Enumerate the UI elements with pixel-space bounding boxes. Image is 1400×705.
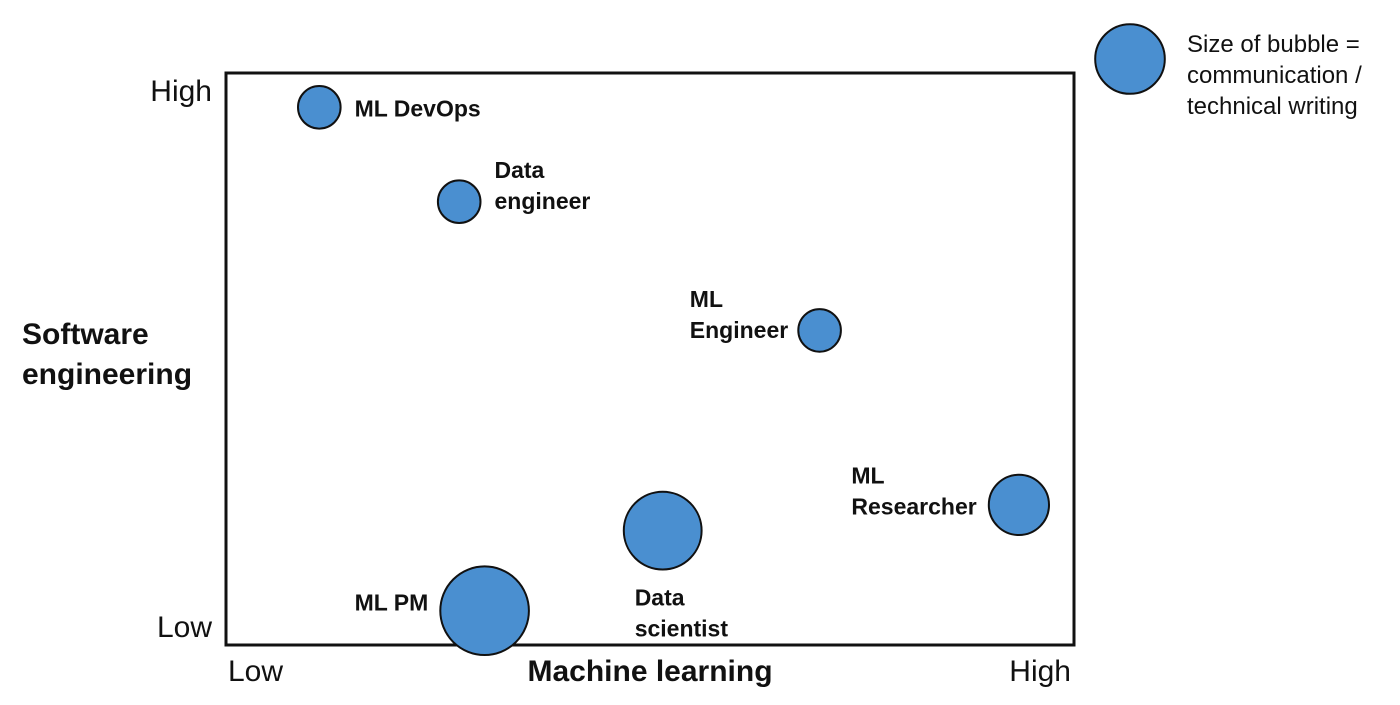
bubble-series: ML DevOps Data engineer ML Engineer ML Researc… xyxy=(297,85,1051,657)
bubble-ml-engineer xyxy=(797,308,842,353)
bubble-label-line: ML xyxy=(851,462,884,488)
bubble-ml-researcher xyxy=(987,473,1051,536)
bubble-label-data-scientist: Data scientist xyxy=(635,585,729,642)
x-axis-title: Machine learning xyxy=(527,655,772,688)
bubble-label-ml-devops: ML DevOps xyxy=(355,95,481,121)
bubble-data-engineer xyxy=(436,179,482,224)
bubble-label-line: ML DevOps xyxy=(355,95,481,121)
bubble-data-scientist xyxy=(622,490,703,571)
bubble-label-line: ML PM xyxy=(355,590,429,616)
bubble-ml-devops xyxy=(297,85,342,130)
bubble-ml-pm xyxy=(439,565,530,657)
y-tick-label-low: Low xyxy=(157,611,212,644)
legend-bubble xyxy=(1094,23,1166,95)
bubble-label-line: ML xyxy=(690,286,723,312)
legend-text-line-1: Size of bubble = xyxy=(1187,31,1360,58)
bubble-label-ml-researcher: ML Researcher xyxy=(851,462,976,519)
bubble-label-line: Engineer xyxy=(690,317,788,343)
y-axis-title-line-2: engineering xyxy=(22,358,192,391)
bubble-label-ml-pm: ML PM xyxy=(355,590,429,616)
legend-text-line-3: technical writing xyxy=(1187,93,1358,120)
legend-text-line-2: communication / xyxy=(1187,62,1362,89)
bubble-label-ml-engineer: ML Engineer xyxy=(690,286,788,343)
bubble-label-line: Data xyxy=(635,585,685,611)
y-tick-label-high: High xyxy=(150,75,212,108)
y-axis-title-line-1: Software xyxy=(22,318,149,351)
x-tick-label-high: High xyxy=(1009,655,1071,688)
legend-text: Size of bubble = communication / technic… xyxy=(1187,31,1368,120)
x-tick-label-low: Low xyxy=(228,655,283,688)
size-legend: Size of bubble = communication / technic… xyxy=(1094,23,1368,120)
bubble-label-data-engineer: Data engineer xyxy=(495,157,591,214)
bubble-label-line: Data xyxy=(495,157,545,183)
plot-frame xyxy=(224,71,1076,647)
bubble-label-line: Researcher xyxy=(851,493,976,519)
y-axis-title: Software engineering xyxy=(22,318,192,391)
bubble-label-line: engineer xyxy=(495,188,591,214)
bubble-label-line: scientist xyxy=(635,616,729,642)
